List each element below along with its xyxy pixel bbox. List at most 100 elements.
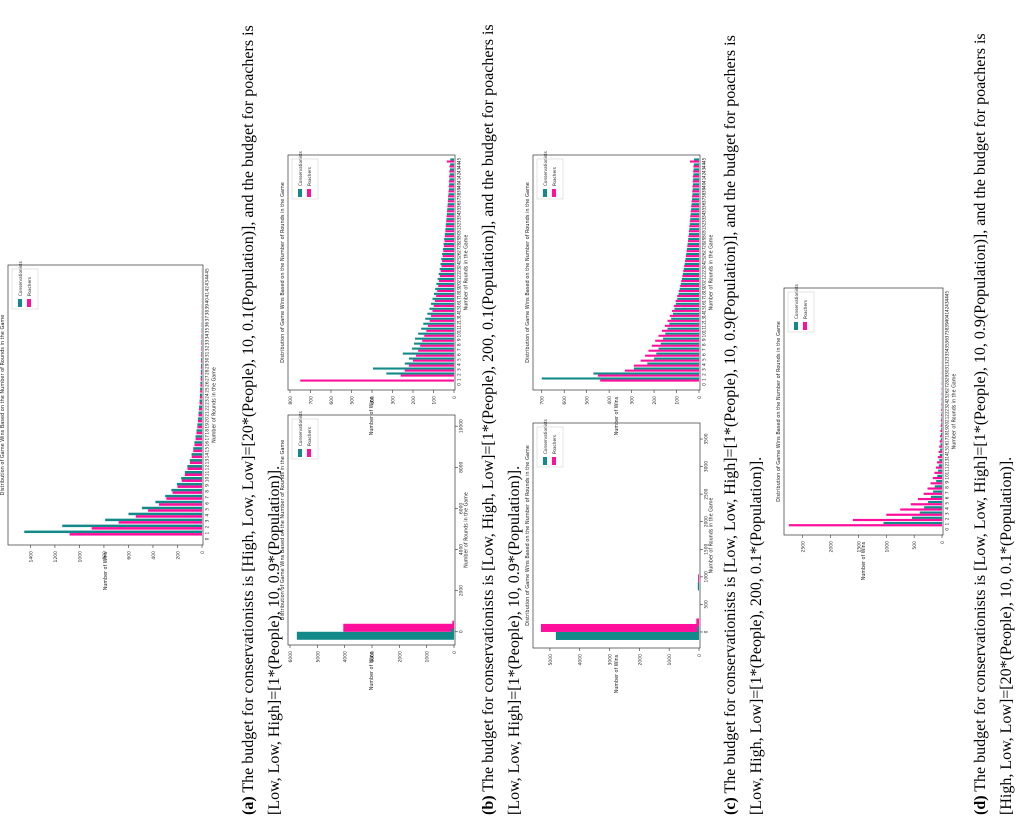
category-tick-label: 21 (701, 277, 707, 283)
chart-title: Distribution of Game Wins Based on the N… (0, 315, 6, 496)
legend (536, 426, 564, 468)
bar (645, 354, 699, 357)
category-tick-label: 30 (456, 232, 462, 238)
bar (197, 425, 202, 429)
x-tick-label: 1000 (703, 571, 709, 582)
x-tick-label: 6000 (458, 503, 464, 514)
category-tick-label: 24 (456, 262, 462, 268)
caption-a-text: The budget for conservationists is [High… (240, 25, 283, 815)
bar (938, 464, 942, 467)
bar (937, 474, 942, 477)
bar (201, 366, 202, 369)
bar (165, 494, 202, 498)
bar (449, 165, 454, 168)
bar (910, 503, 942, 506)
bar (181, 479, 202, 482)
bar (686, 250, 699, 253)
category-tick-label: 2 (204, 526, 210, 529)
legend-label: Poachers (552, 167, 557, 186)
category-tick-label: 29 (701, 237, 707, 243)
category-tick-label: 43 (944, 301, 950, 307)
bar (667, 319, 699, 322)
bar (444, 233, 454, 236)
bar (665, 332, 699, 335)
category-tick-label: 4 (456, 363, 462, 366)
category-tick-label: 2 (944, 517, 950, 520)
bar (691, 200, 699, 203)
value-tick-label: 5000 (315, 651, 321, 663)
bar (187, 465, 202, 468)
category-tick-label: 4 (701, 363, 707, 366)
bar (442, 255, 454, 258)
bar (941, 422, 942, 425)
bar (420, 344, 454, 347)
bar (187, 467, 202, 471)
xlabel: Number of Rounds in the Game (708, 235, 714, 311)
bar (413, 359, 454, 362)
bar (200, 375, 202, 379)
bar (172, 491, 202, 494)
category-tick-label: 2 (456, 373, 462, 376)
bar (677, 294, 699, 297)
bar (194, 441, 202, 444)
category-tick-label: 43 (456, 167, 462, 173)
bar (654, 357, 699, 360)
category-tick-label: 44 (701, 162, 707, 168)
value-tick-label: 300 (391, 396, 397, 405)
category-tick-label: 42 (944, 306, 950, 312)
category-tick-label: 41 (204, 292, 210, 298)
x-tick-label: 2000 (703, 516, 709, 527)
bar (939, 445, 942, 448)
bar (658, 347, 699, 350)
bar (200, 372, 202, 375)
bar (201, 348, 202, 351)
chart-title: Distribution of Game Wins Based on the N… (280, 182, 286, 363)
bar (443, 250, 454, 253)
bar (685, 255, 699, 258)
category-tick-label: 37 (204, 316, 210, 322)
chart-title: Distribution of Game Wins Based on the N… (280, 440, 286, 621)
bar (155, 500, 202, 504)
legend-label: Conservationists (298, 411, 303, 446)
category-tick-label: 45 (701, 157, 707, 163)
value-tick-label: 0 (452, 651, 458, 654)
category-tick-label: 8 (204, 490, 210, 493)
bar (692, 193, 699, 196)
bar (661, 329, 699, 332)
legend-swatch (298, 449, 302, 457)
bar (439, 274, 454, 278)
bar (681, 279, 699, 283)
bar (883, 521, 942, 525)
bar (437, 289, 454, 293)
category-tick-label: 5 (944, 502, 950, 505)
bar (674, 307, 699, 310)
bar (148, 509, 202, 512)
bar (447, 205, 454, 208)
value-tick-label: 700 (309, 396, 315, 405)
bar (540, 623, 699, 632)
bar (427, 324, 454, 327)
category-tick-label: 18 (701, 292, 707, 298)
bar (195, 435, 202, 438)
value-tick-label: 1400 (28, 551, 34, 563)
legend (536, 158, 564, 200)
bar (201, 339, 202, 343)
value-tick-label: 200 (652, 396, 658, 405)
bar (201, 345, 202, 349)
bar (446, 215, 454, 218)
value-tick-label: 200 (411, 396, 417, 405)
category-tick-label: 15 (204, 447, 210, 453)
bar (437, 277, 454, 280)
bar (69, 533, 202, 536)
bar (693, 163, 699, 166)
bar (427, 312, 454, 315)
category-tick-label: 41 (944, 312, 950, 318)
bar (197, 419, 202, 423)
bar (933, 490, 942, 493)
bar (447, 210, 454, 213)
category-tick-label: 15 (456, 307, 462, 313)
category-tick-label: 25 (944, 395, 950, 401)
bar (690, 160, 699, 163)
category-tick-label: 45 (944, 291, 950, 297)
bar (788, 524, 942, 527)
